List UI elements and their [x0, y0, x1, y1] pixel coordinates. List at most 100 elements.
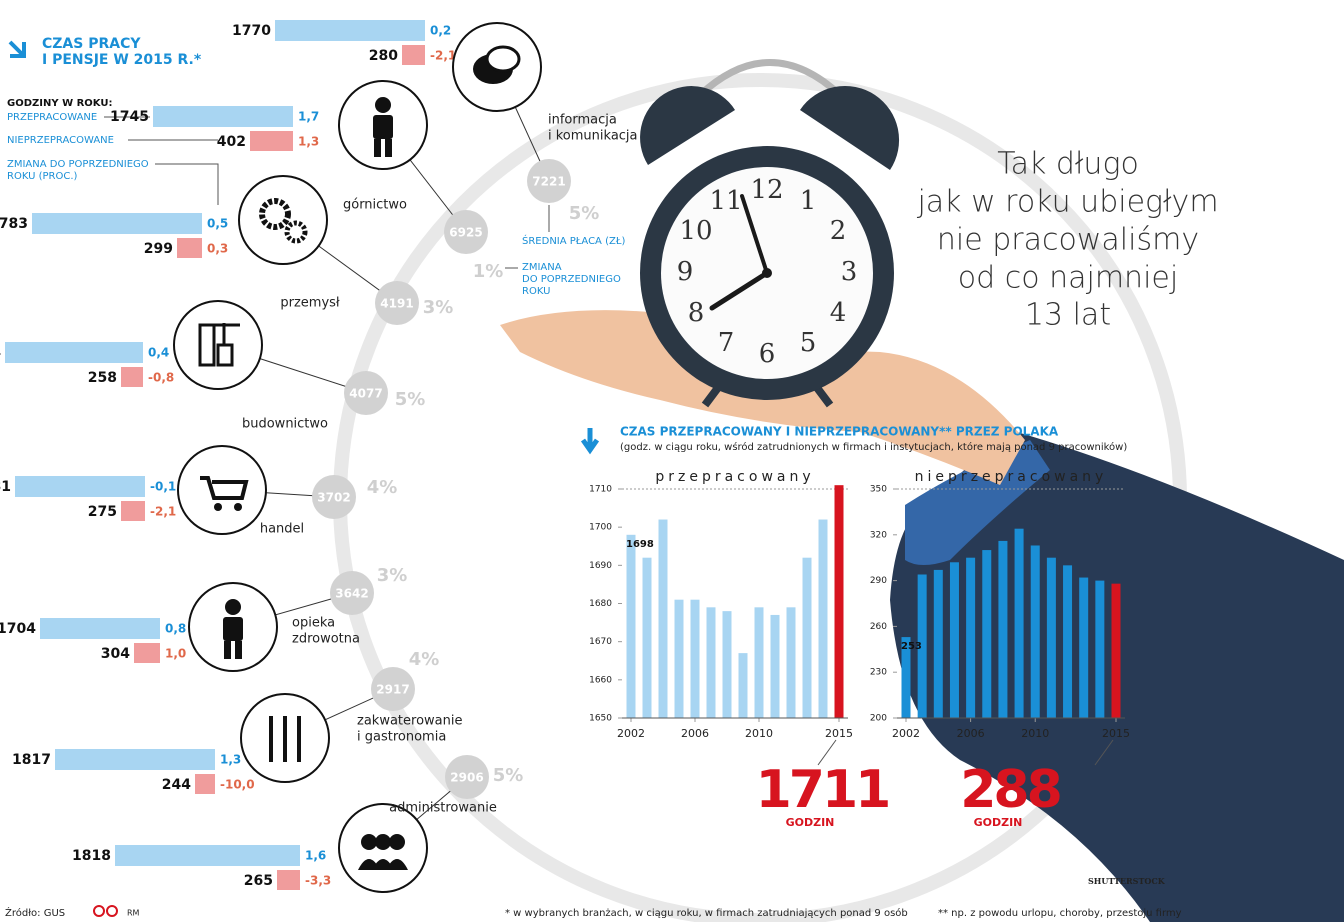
- x-tick-label: 2015: [1102, 727, 1130, 740]
- wage-circle: [445, 755, 489, 799]
- legend-change: ZMIANA DO POPRZEDNIEGO: [7, 159, 149, 170]
- sector-name: zakwaterowanie: [357, 714, 462, 729]
- worked-change: 0,2: [430, 24, 451, 38]
- wage-change: 3%: [423, 297, 454, 318]
- sector-name: handel: [260, 522, 304, 537]
- unworked-change: -3,3: [305, 874, 331, 888]
- y-tick-label: 1710: [589, 485, 612, 495]
- x-tick-label: 2015: [825, 727, 853, 740]
- footnote: ** np. z powodu urlopu, choroby, przesto…: [938, 908, 1182, 919]
- clock-numeral: 12: [750, 175, 783, 205]
- bar: [998, 540, 1008, 718]
- wage-change: 5%: [569, 203, 600, 224]
- unworked-value: 265: [244, 873, 273, 889]
- wage-circle: [312, 475, 356, 519]
- icon-part: [198, 323, 216, 367]
- section-title: CZAS PRZEPRACOWANY I NIEPRZEPRACOWANY** …: [620, 425, 1059, 439]
- bar: [1095, 580, 1105, 718]
- icon-circle: [238, 175, 328, 265]
- legend-change: ROKU (PROC.): [7, 171, 78, 182]
- wage-circle: [527, 159, 571, 203]
- wage-value: 3702: [317, 491, 350, 505]
- bar: [690, 599, 700, 718]
- legend-worked: PRZEPRACOWANE: [7, 112, 97, 123]
- legend-title: GODZINY W ROKU:: [7, 98, 112, 109]
- icon-part: [234, 503, 242, 511]
- wage-circle: [344, 371, 388, 415]
- worked-change: 0,5: [207, 217, 228, 231]
- bar: [626, 534, 636, 718]
- unworked-bar: [121, 501, 145, 521]
- clock-numeral: 5: [800, 328, 817, 358]
- bar: [1014, 528, 1024, 718]
- icon-part: [224, 641, 231, 659]
- clock-numeral: 7: [718, 328, 735, 358]
- worked-change: 0,4: [148, 346, 169, 360]
- clock-numeral: 11: [709, 186, 742, 216]
- x-tick-label: 2010: [1021, 727, 1049, 740]
- footnote: * w wybranych branżach, w ciągu roku, w …: [505, 907, 908, 919]
- bar: [1079, 577, 1089, 718]
- worked-bar: [32, 213, 202, 234]
- y-tick-label: 1690: [589, 561, 612, 571]
- y-tick-label: 290: [870, 576, 887, 586]
- bar: [754, 607, 764, 718]
- y-tick-label: 1680: [589, 599, 612, 609]
- unworked-bar: [402, 45, 425, 65]
- icon-part: [386, 859, 408, 870]
- unworked-bar: [250, 131, 293, 151]
- y-tick-label: 230: [870, 668, 887, 678]
- icon-part: [284, 220, 308, 244]
- bar: [917, 574, 927, 718]
- total-unit: GODZIN: [974, 816, 1023, 829]
- sector-icon: [259, 198, 308, 244]
- worked-bar: [115, 845, 300, 866]
- icon-part: [375, 834, 391, 850]
- x-tick-label: 2006: [957, 727, 985, 740]
- leader: [1094, 739, 1114, 766]
- sector-name: opieka: [292, 616, 335, 631]
- sector-name: i gastronomia: [357, 730, 446, 745]
- sector-icon: [269, 716, 301, 762]
- section-subtitle: (godz. w ciągu roku, wśród zatrudnionych…: [620, 441, 1127, 453]
- wage-change: 3%: [377, 565, 408, 586]
- wage-circle: [371, 667, 415, 711]
- section-arrow: [580, 428, 600, 455]
- wage-note: ŚREDNIA PŁACA (ZŁ): [522, 234, 625, 247]
- bar: [966, 557, 976, 718]
- unworked-value: 280: [369, 48, 398, 64]
- x-tick-label: 2002: [617, 727, 645, 740]
- icon-part: [361, 834, 377, 850]
- icon-part: [225, 599, 241, 615]
- bar: [1046, 557, 1056, 718]
- unworked-change: -2,1: [430, 49, 456, 63]
- y-tick-label: 1670: [589, 637, 612, 647]
- icon-part: [214, 323, 240, 345]
- worked-value: 1783: [0, 216, 28, 232]
- y-tick-label: 1700: [589, 523, 612, 533]
- bar: [770, 614, 780, 718]
- icon-part: [375, 97, 391, 113]
- y-tick-label: 350: [870, 485, 887, 495]
- wage-circle: [375, 281, 419, 325]
- header-title: I PENSJE W 2015 R.*: [42, 52, 202, 68]
- wage-value: 3642: [335, 587, 368, 601]
- icon-part: [385, 139, 392, 157]
- header-title: CZAS PRACY: [42, 36, 141, 52]
- worked-bar: [275, 20, 425, 41]
- wage-value: 4077: [349, 387, 382, 401]
- worked-value: 1834: [0, 345, 1, 361]
- bar: [1030, 545, 1040, 718]
- clock-numeral: 4: [830, 298, 847, 328]
- clock-numeral: 3: [841, 257, 858, 287]
- unworked-bar: [134, 643, 160, 663]
- bar: [1111, 583, 1121, 718]
- cc-icon: [93, 905, 105, 917]
- unworked-bar: [121, 367, 143, 387]
- icon-part: [269, 716, 273, 762]
- sector-name: zdrowotna: [292, 632, 360, 647]
- y-tick-label: 260: [870, 622, 887, 632]
- total-value: 1711: [756, 760, 889, 820]
- icon-part: [485, 45, 521, 73]
